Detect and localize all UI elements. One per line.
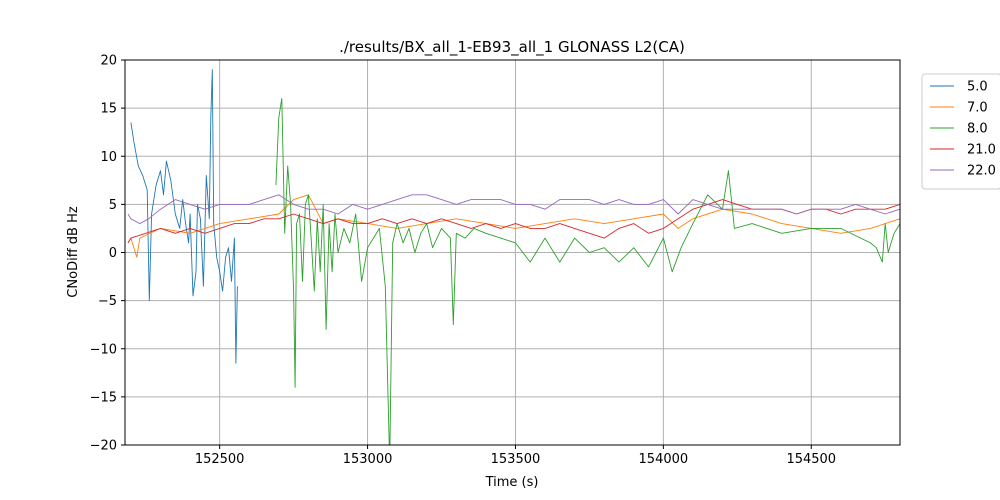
y-tick-label: 5: [109, 198, 117, 213]
legend: 5.0 7.0 8.0 21.0 22.0: [921, 73, 1000, 190]
series-line-7-0: [127, 194, 900, 258]
y-tick-label: −15: [90, 390, 117, 405]
legend-box: [921, 73, 1000, 190]
legend-label: 22.0: [967, 164, 996, 179]
y-tick-label: −10: [90, 342, 117, 357]
x-tick-label: 154500: [786, 452, 836, 467]
series-line-22-0: [127, 194, 900, 225]
grid: [125, 59, 900, 446]
series-line-21-0: [127, 199, 900, 244]
chart-title: ./results/BX_all_1-EB93_all_1 GLONASS L2…: [339, 38, 685, 57]
legend-label: 7.0: [967, 101, 988, 116]
series-line-5-0: [130, 69, 238, 364]
legend-label: 21.0: [967, 143, 996, 158]
tick-layer: 152500 153000 153500 154000 154500 −20 −15 −10 −…: [90, 54, 837, 468]
x-tick-label: 153500: [491, 452, 541, 467]
legend-label: 5.0: [967, 80, 988, 95]
y-axis-label: CNoDiff dB Hz: [66, 206, 81, 298]
x-axis-label: Time (s): [485, 475, 539, 490]
y-tick-label: −5: [98, 294, 117, 309]
y-tick-label: 0: [109, 246, 117, 261]
x-tick-label: 154000: [639, 452, 689, 467]
y-tick-label: −20: [90, 439, 117, 454]
series-line-8-0: [275, 98, 900, 445]
x-tick-label: 152500: [195, 452, 245, 467]
y-tick-label: 10: [100, 150, 117, 165]
legend-label: 8.0: [967, 122, 988, 137]
y-tick-label: 20: [100, 54, 117, 69]
y-tick-label: 15: [100, 102, 117, 117]
x-tick-label: 153000: [343, 452, 393, 467]
series-layer: [127, 69, 900, 445]
